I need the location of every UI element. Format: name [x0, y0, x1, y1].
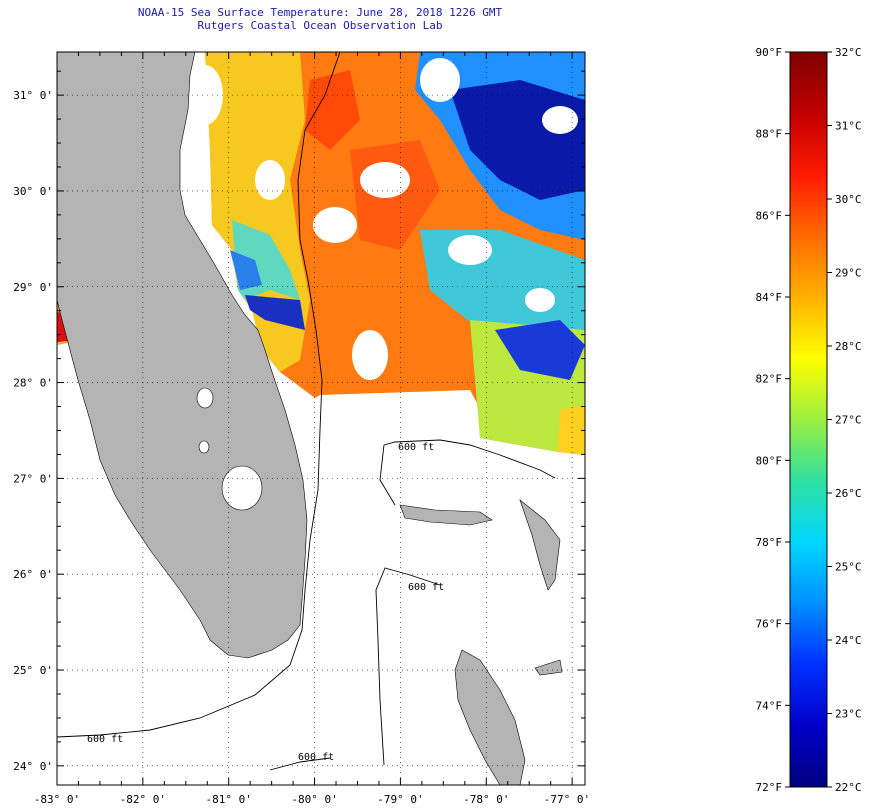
contour-label-600ft: 600 ft	[298, 752, 334, 763]
latitude-labels: 31° 0' 30° 0' 29° 0' 28° 0' 27° 0' 26° 0' 25° …	[13, 89, 53, 773]
lon-tick-label: -79° 0'	[377, 793, 423, 806]
colorbar-f-label: 74°F	[756, 699, 783, 712]
contour-labels: 600 ft 600 ft 600 ft 600 ft	[87, 442, 444, 763]
lake-okeechobee	[221, 465, 263, 511]
lat-tick-label: 26° 0'	[13, 568, 53, 581]
colorbar-c-label: 24°C	[835, 634, 862, 647]
colorbar-c-label: 31°C	[835, 120, 862, 133]
colorbar-c-label: 29°C	[835, 267, 862, 280]
lon-tick-label: -81° 0'	[206, 793, 252, 806]
longitude-labels: -83° 0' -82° 0' -81° 0' -80° 0' -79° 0' -78° …	[34, 793, 590, 806]
colorbar-f-label: 84°F	[756, 291, 783, 304]
colorbar-c-label: 30°C	[835, 193, 862, 206]
colorbar-c-label: 23°C	[835, 708, 862, 721]
lat-tick-label: 29° 0'	[13, 281, 53, 294]
map-title: NOAA-15 Sea Surface Temperature: June 28…	[137, 6, 503, 19]
map-plot-area: 600 ft 600 ft 600 ft 600 ft	[57, 52, 585, 785]
eleuthera-island	[534, 659, 563, 676]
colorbar-f-label: 82°F	[756, 373, 783, 386]
colorbar-f-label: 76°F	[756, 618, 783, 631]
colorbar: 90°F 88°F 86°F 84°F 82°F 80°F 78°F 76°F 74°F 72°F…	[756, 46, 862, 794]
colorbar-fahrenheit-ticks: 90°F 88°F 86°F 84°F 82°F 80°F 78°F 76°F 74°F 72°F	[756, 46, 790, 794]
colorbar-c-label: 25°C	[835, 561, 862, 574]
grand-bahama-island	[399, 504, 493, 526]
lon-tick-label: -80° 0'	[291, 793, 337, 806]
colorbar-gradient	[789, 51, 828, 788]
colorbar-celsius-ticks: 32°C 31°C 30°C 29°C 28°C 27°C 26°C 25°C 24°C 23°C…	[827, 46, 862, 794]
graticule	[57, 52, 585, 785]
contour-label-600ft: 600 ft	[408, 582, 444, 593]
lon-tick-label: -83° 0'	[34, 793, 80, 806]
abaco-island	[519, 499, 561, 591]
colorbar-c-label: 27°C	[835, 414, 862, 427]
colorbar-f-label: 80°F	[756, 454, 783, 467]
sst-data-layer	[57, 52, 585, 455]
lat-tick-label: 24° 0'	[13, 760, 53, 773]
lat-tick-label: 28° 0'	[13, 377, 53, 390]
colorbar-c-label: 22°C	[835, 781, 862, 794]
map-frame	[56, 51, 586, 786]
colorbar-f-label: 88°F	[756, 128, 783, 141]
lat-tick-label: 25° 0'	[13, 664, 53, 677]
lat-tick-label: 31° 0'	[13, 89, 53, 102]
colorbar-c-label: 26°C	[835, 487, 862, 500]
lon-tick-label: -77° 0'	[544, 793, 590, 806]
contour-label-600ft: 600 ft	[398, 442, 434, 453]
contour-label-600ft: 600 ft	[87, 734, 123, 745]
inland-lakes	[196, 387, 263, 511]
lat-tick-label: 30° 0'	[13, 185, 53, 198]
axis-ticks	[56, 52, 585, 785]
map-subtitle: Rutgers Coastal Ocean Observation Lab	[197, 19, 443, 32]
lon-tick-label: -78° 0'	[463, 793, 509, 806]
colorbar-c-label: 32°C	[835, 46, 862, 59]
colorbar-f-label: 78°F	[756, 536, 783, 549]
bathymetry-contours	[57, 52, 556, 771]
colorbar-c-label: 28°C	[835, 340, 862, 353]
andros-island	[454, 649, 526, 785]
colorbar-f-label: 86°F	[756, 209, 783, 222]
colorbar-f-label: 72°F	[756, 781, 783, 794]
lat-tick-label: 27° 0'	[13, 472, 53, 485]
colorbar-f-label: 90°F	[756, 46, 783, 59]
lon-tick-label: -82° 0'	[120, 793, 166, 806]
